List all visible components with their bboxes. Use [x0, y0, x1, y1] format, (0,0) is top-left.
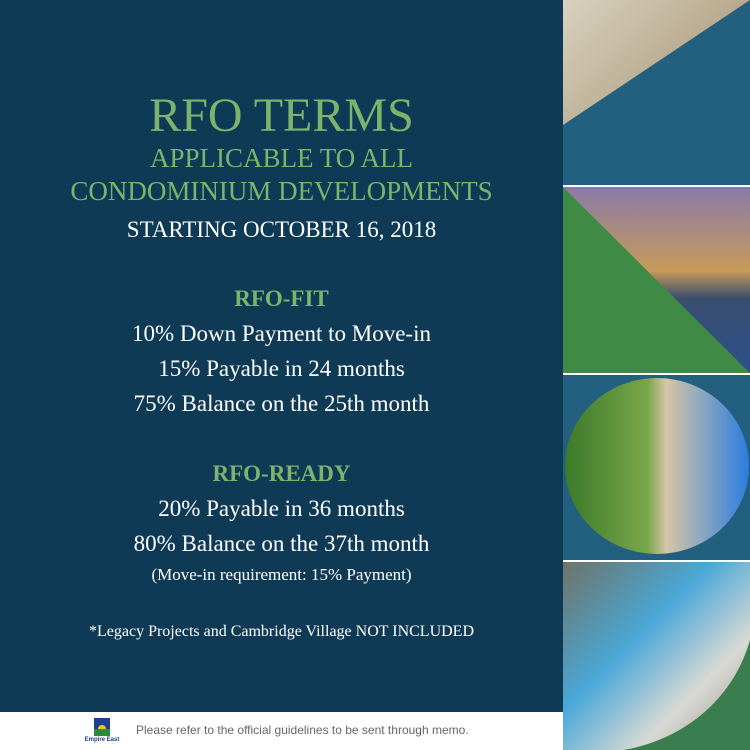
photo-tile-tower [563, 375, 750, 560]
rfo-fit-line: 10% Down Payment to Move-in [132, 321, 431, 346]
rfo-fit-line: 15% Payable in 24 months [158, 356, 405, 381]
rfo-fit-line: 75% Balance on the 25th month [133, 391, 430, 416]
rfo-ready-line: 80% Balance on the 37th month [133, 531, 430, 556]
subtitle-2: CONDOMINIUM DEVELOPMENTS [70, 176, 493, 206]
rfo-ready-line: 20% Payable in 36 months [158, 496, 405, 521]
rfo-ready-note: (Move-in requirement: 15% Payment) [151, 565, 412, 584]
rfo-fit-title: RFO-FIT [234, 286, 329, 311]
logo-text: Empire East [84, 737, 120, 743]
footer: Empire East Please refer to the official… [0, 712, 563, 750]
main-panel: RFO TERMS APPLICABLE TO ALL CONDOMINIUM … [0, 0, 563, 712]
subtitle-1: APPLICABLE TO ALL [149, 143, 414, 173]
photo-tile-building [563, 0, 750, 185]
disclaimer: *Legacy Projects and Cambridge Village N… [88, 623, 475, 640]
photo-tile-aerial [563, 562, 750, 750]
footer-note: Please refer to the official guidelines … [136, 723, 469, 737]
photo-tile-clubhouse [563, 187, 750, 373]
page-title: RFO TERMS [149, 89, 414, 142]
rfo-ready-title: RFO-READY [212, 461, 351, 486]
start-date: STARTING OCTOBER 16, 2018 [126, 217, 437, 242]
photo-collage [563, 0, 750, 750]
empire-east-logo: Empire East [84, 718, 120, 743]
